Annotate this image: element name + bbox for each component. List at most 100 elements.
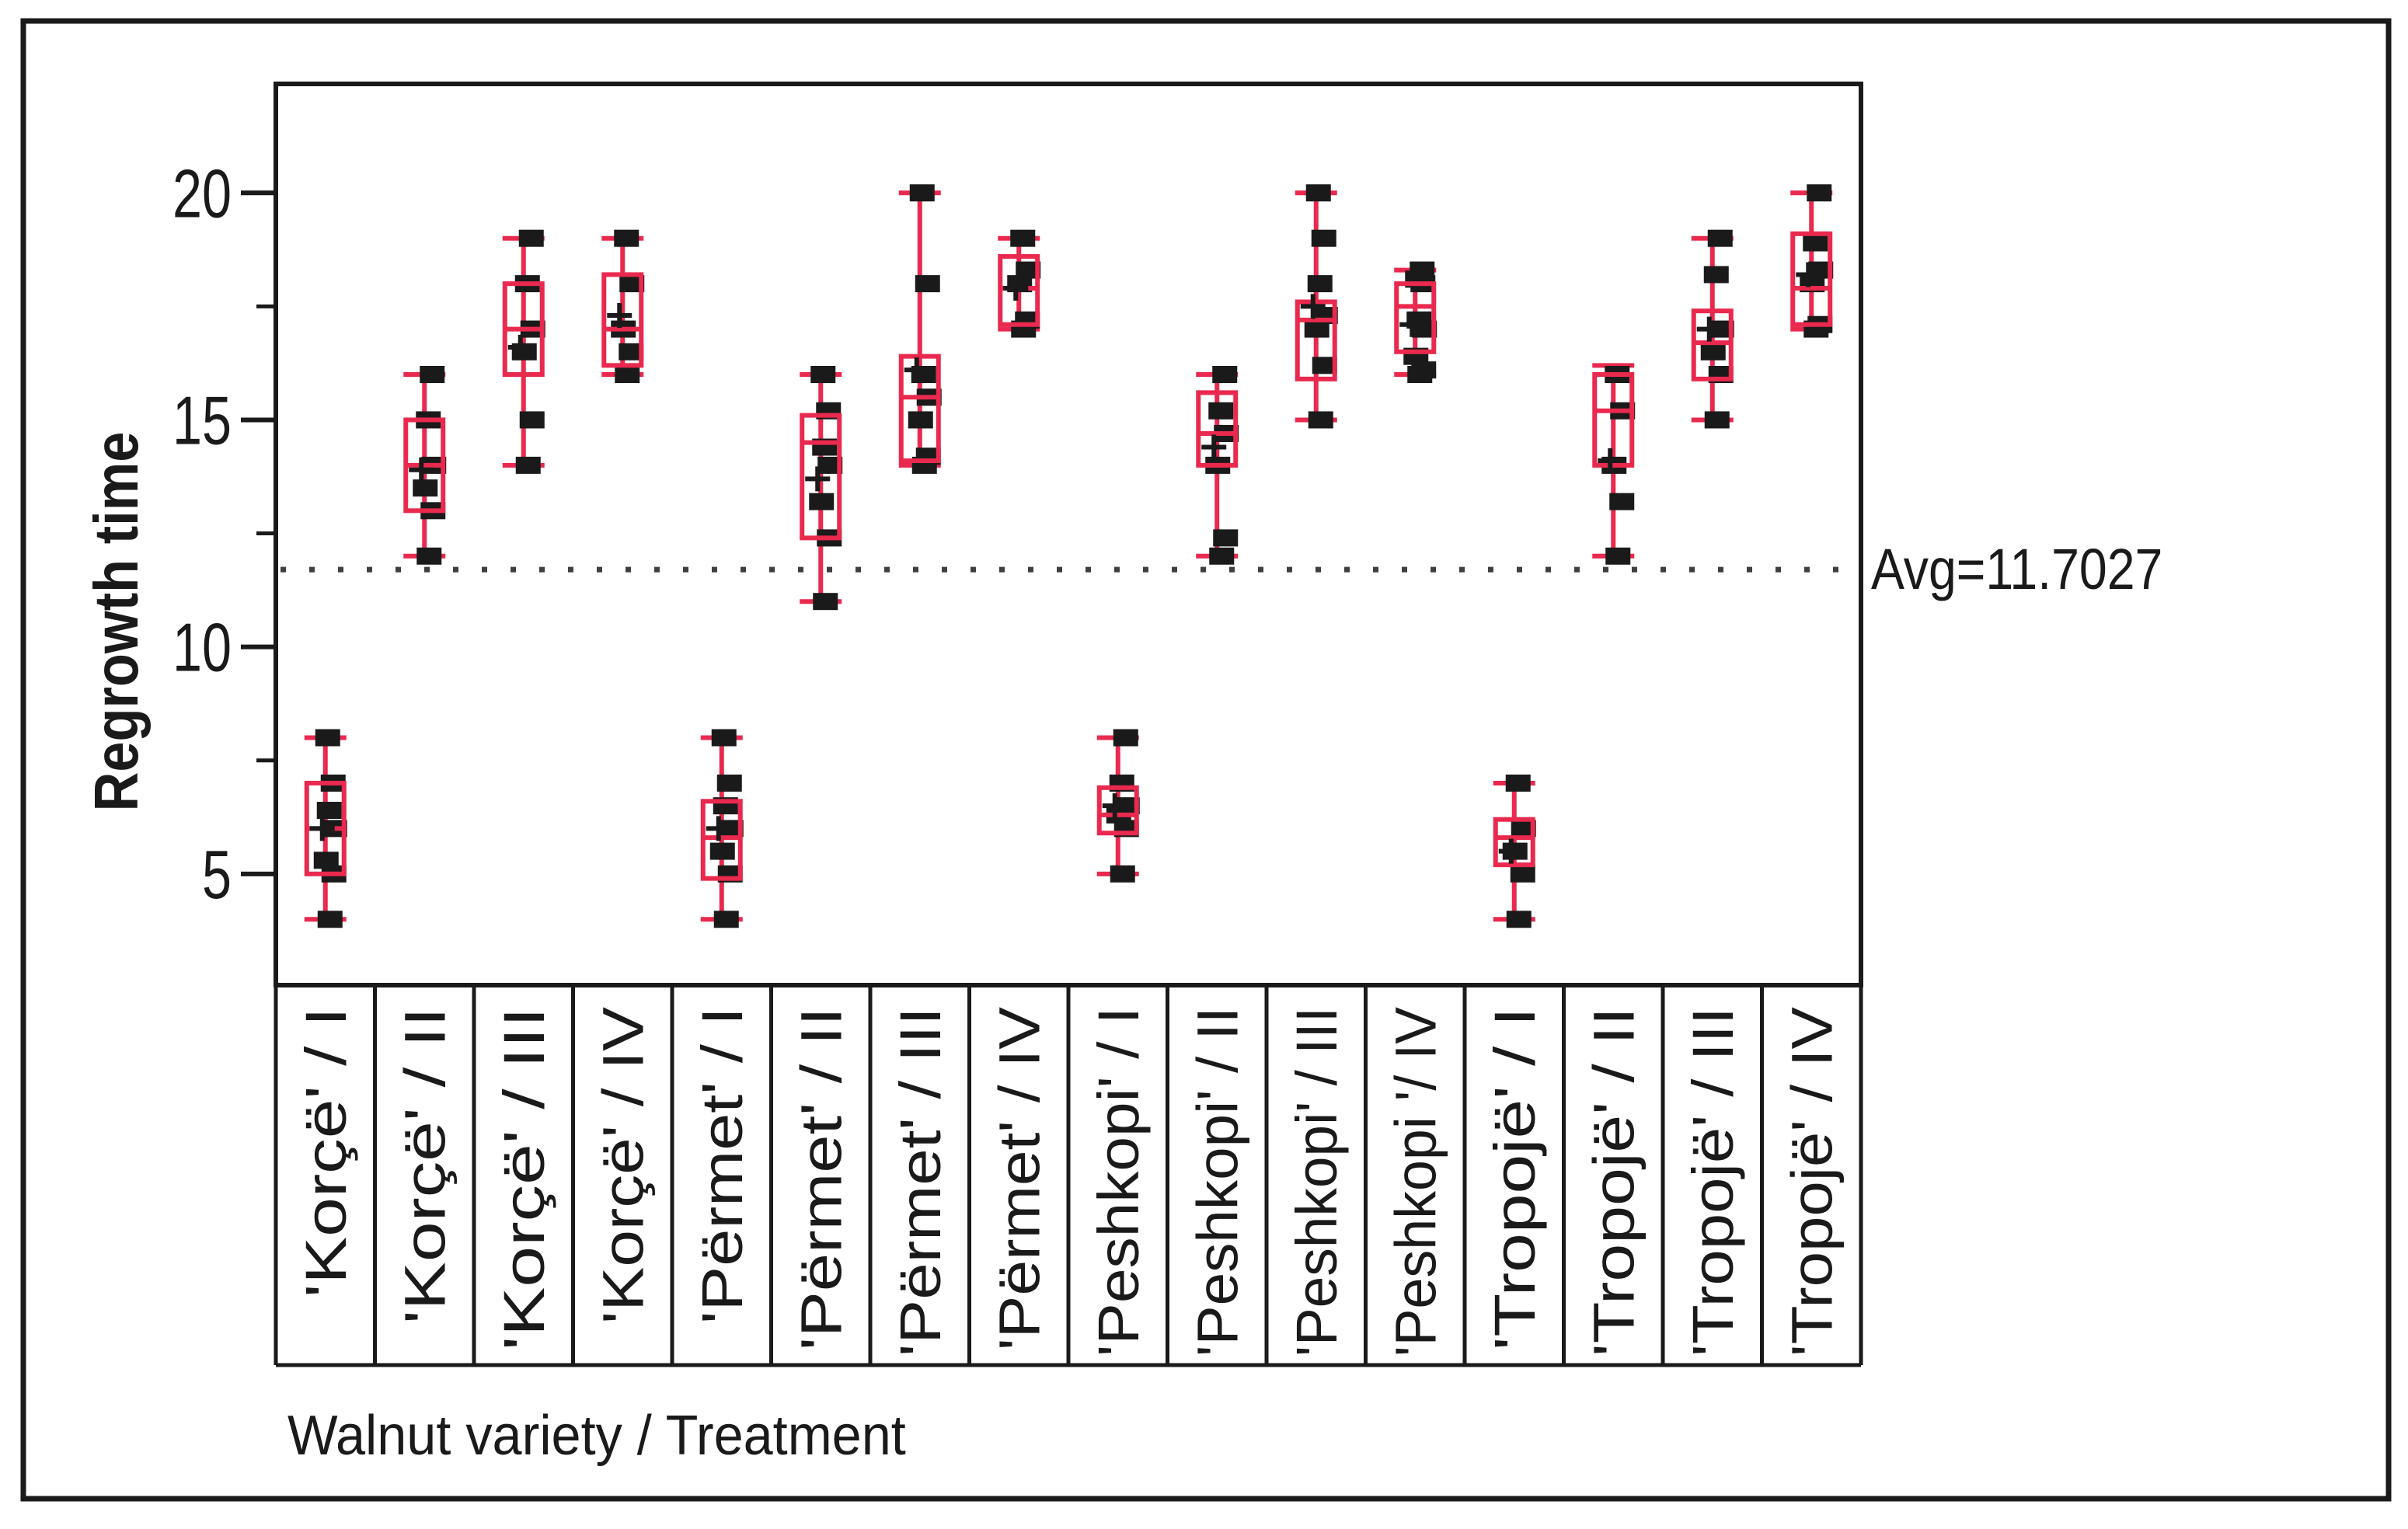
data-point-marker xyxy=(316,802,342,820)
box xyxy=(1592,372,1635,468)
data-point-marker xyxy=(909,184,935,202)
box xyxy=(1196,390,1239,468)
data-point-marker xyxy=(1511,820,1536,838)
data-point-marker xyxy=(1411,361,1437,379)
x-tick-label: 'Korçë' / I xyxy=(294,1007,358,1297)
data-point-marker xyxy=(619,275,645,293)
data-point-marker xyxy=(420,366,445,384)
mean-marker xyxy=(904,357,929,383)
data-point-marker xyxy=(1305,184,1331,202)
mean-marker xyxy=(1003,275,1029,301)
box xyxy=(601,272,644,368)
data-point-marker xyxy=(1803,234,1828,252)
data-point-marker xyxy=(1506,911,1532,928)
data-point-marker xyxy=(315,729,340,747)
box xyxy=(1295,299,1337,381)
x-tick-label: 'Tropojë' / IV xyxy=(1779,1006,1844,1357)
x-tick-label: 'Korçë' / IV xyxy=(591,1006,655,1324)
data-point-marker xyxy=(1113,729,1138,747)
data-point-marker xyxy=(519,411,545,429)
mean-marker xyxy=(507,334,533,360)
data-point-marker xyxy=(1016,261,1041,279)
data-point-marker xyxy=(515,456,541,474)
data-point-marker xyxy=(1807,184,1832,202)
data-point-marker xyxy=(518,229,544,247)
box xyxy=(1096,785,1139,836)
data-point-marker xyxy=(1605,547,1631,565)
mean-marker xyxy=(1796,262,1821,287)
y-tick-label: 10 xyxy=(172,609,232,686)
data-point-marker xyxy=(711,729,737,747)
data-point-marker xyxy=(1312,357,1337,374)
data-point-marker xyxy=(1209,547,1235,565)
mean-marker xyxy=(1696,316,1722,342)
data-point-marker xyxy=(614,229,639,247)
x-tick-label: 'Korçë' / II xyxy=(392,1007,457,1324)
box xyxy=(1493,817,1535,868)
y-tick-label: 5 xyxy=(202,836,232,913)
data-point-marker xyxy=(413,479,438,497)
x-tick-label: 'Peshkopi' / I xyxy=(1086,1007,1151,1357)
mean-marker xyxy=(706,816,731,841)
data-point-marker xyxy=(817,456,843,474)
x-tick-label: 'Korçë' / III xyxy=(492,1007,556,1350)
data-point-marker xyxy=(619,343,644,360)
mean-marker xyxy=(805,466,831,492)
mean-marker xyxy=(409,457,434,482)
data-point-marker xyxy=(1010,229,1036,247)
mean-marker xyxy=(309,816,335,841)
x-tick-label: 'Përmet' / III xyxy=(888,1007,953,1357)
data-point-marker xyxy=(809,493,835,510)
x-tick-label: 'Përmet' / IV xyxy=(987,1006,1051,1350)
mean-marker xyxy=(1498,838,1524,864)
data-point-marker xyxy=(713,911,739,928)
data-point-marker xyxy=(1410,261,1435,279)
mean-marker xyxy=(607,303,632,329)
figure-border xyxy=(20,18,2392,1502)
data-point-marker xyxy=(1510,865,1535,883)
data-point-marker xyxy=(1707,229,1733,247)
y-tick-label: 15 xyxy=(172,381,232,458)
data-point-marker xyxy=(615,366,640,384)
x-tick-label: 'Përmet' / I xyxy=(690,1007,754,1324)
data-point-marker xyxy=(1505,774,1531,792)
x-tick-label: 'Peshkopi' / II xyxy=(1185,1007,1249,1357)
x-tick-label: 'Përmet' / II xyxy=(789,1007,853,1350)
data-point-marker xyxy=(1304,320,1329,338)
data-point-marker xyxy=(1700,343,1726,360)
data-point-marker xyxy=(915,275,940,293)
box xyxy=(800,413,842,541)
data-point-marker xyxy=(1704,411,1730,429)
x-tick-label: 'Peshkopi '/ IV xyxy=(1383,1006,1448,1357)
data-point-marker xyxy=(709,842,735,860)
x-tick-label: 'Tropojë' / III xyxy=(1681,1007,1745,1357)
data-point-marker xyxy=(813,593,838,611)
data-point-marker xyxy=(1307,275,1333,293)
box xyxy=(1394,281,1437,354)
data-point-marker xyxy=(1609,493,1635,510)
data-point-marker xyxy=(810,366,836,384)
data-point-marker xyxy=(908,411,933,429)
data-point-marker xyxy=(313,852,339,869)
box xyxy=(898,354,941,464)
x-tick-label: 'Peshkopi' / III xyxy=(1284,1007,1349,1357)
y-axis-title: Regrowth time xyxy=(82,431,151,812)
data-point-marker xyxy=(1212,366,1238,384)
data-point-marker xyxy=(1208,402,1234,420)
x-tick-label: 'Tropojë' / I xyxy=(1483,1007,1547,1350)
data-point-marker xyxy=(1308,411,1333,429)
plot-frame xyxy=(274,82,1863,987)
average-line-label: Avg=11.7027 xyxy=(1871,537,2163,601)
mean-marker xyxy=(1201,434,1227,460)
mean-marker xyxy=(1102,793,1127,819)
data-point-marker xyxy=(317,911,343,928)
data-point-marker xyxy=(1703,266,1729,284)
mean-marker xyxy=(1399,312,1425,337)
x-axis-title: Walnut variety / Treatment xyxy=(287,1405,906,1467)
mean-marker xyxy=(1598,448,1623,474)
data-point-marker xyxy=(1110,865,1135,883)
data-point-marker xyxy=(1213,529,1239,547)
data-point-marker xyxy=(416,547,442,565)
